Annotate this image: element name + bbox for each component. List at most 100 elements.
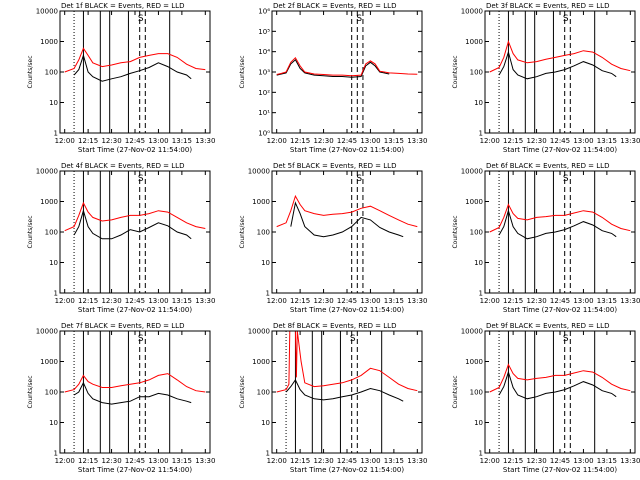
y-tick-label: 10000: [248, 328, 270, 336]
series-events-line: [73, 53, 192, 82]
x-tick-label: 12:00: [267, 137, 287, 145]
x-tick-label: 12:45: [550, 297, 570, 305]
x-tick-label: 12:00: [480, 457, 500, 465]
x-tick-label: 12:45: [550, 457, 570, 465]
y-axis-label: Counts/sec: [239, 375, 246, 408]
y-tick-label: 10000: [461, 8, 483, 16]
panel-title: Det 1f BLACK = Events, RED = LLD: [61, 2, 184, 10]
plot-frame: [59, 330, 211, 454]
y-tick-label: 10: [474, 99, 483, 107]
y-tick-label: 10000: [36, 328, 58, 336]
x-tick-label: 12:00: [267, 297, 287, 305]
y-axis-label: Counts/sec: [27, 215, 34, 248]
plot-frame: [271, 170, 423, 294]
x-axis-label: Start Time (27-Nov-02 11:54:00): [290, 306, 404, 314]
panel-det-1f: Det 1f BLACK = Events, RED = LLD S 1 10 100 1…: [27, 2, 215, 154]
x-tick-label: 13:30: [620, 457, 640, 465]
y-tick-label: 1000: [465, 358, 483, 366]
x-tick-label: 12:00: [55, 137, 75, 145]
y-tick-label: 10: [49, 419, 58, 427]
y-tick-label: 10000: [36, 168, 58, 176]
panel-title: Det 6f BLACK = Events, RED = LLD: [486, 162, 609, 170]
marker-label: S: [563, 334, 569, 344]
x-tick-label: 12:45: [337, 137, 357, 145]
panel-title: Det 4f BLACK = Events, RED = LLD: [61, 162, 184, 170]
y-tick-label: 10: [474, 259, 483, 267]
plot-frame: [271, 10, 423, 134]
y-tick-label: 100: [45, 69, 58, 77]
panel-title: Det 9f BLACK = Events, RED = LLD: [486, 322, 609, 330]
y-tick-label: 10: [474, 419, 483, 427]
marker-label: S: [563, 174, 569, 184]
panel-title: Det 8f BLACK = Events, RED = LLD: [273, 322, 396, 330]
y-tick-label: 10⁵: [258, 28, 270, 36]
panel-title: Det 7f BLACK = Events, RED = LLD: [61, 322, 184, 330]
x-tick-label: 13:15: [597, 297, 617, 305]
panel-det-7f: Det 7f BLACK = Events, RED = LLD S 1 10 100 1…: [27, 322, 215, 474]
x-tick-label: 13:30: [195, 297, 215, 305]
x-tick-label: 13:15: [384, 137, 404, 145]
series-lld-line: [64, 201, 206, 232]
x-tick-label: 12:00: [267, 457, 287, 465]
x-tick-label: 13:30: [407, 457, 427, 465]
panel-title: Det 3f BLACK = Events, RED = LLD: [486, 2, 609, 10]
series-lld-line: [276, 56, 418, 77]
x-tick-label: 12:30: [526, 457, 546, 465]
series-events-line: [498, 208, 617, 240]
x-tick-label: 13:30: [620, 297, 640, 305]
series-events-line: [73, 208, 192, 240]
y-tick-label: 100: [257, 389, 270, 397]
y-tick-label: 10²: [258, 89, 270, 97]
marker-label: S: [350, 334, 356, 344]
y-axis-label: Counts/sec: [452, 215, 459, 248]
y-tick-label: 1: [54, 290, 58, 298]
y-tick-label: 10⁰: [258, 130, 270, 138]
y-tick-label: 10000: [248, 168, 270, 176]
y-tick-label: 10⁴: [258, 48, 270, 56]
x-axis-label: Start Time (27-Nov-02 11:54:00): [503, 146, 617, 154]
marker-label: S: [138, 174, 144, 184]
x-tick-label: 13:30: [407, 137, 427, 145]
x-tick-label: 13:15: [384, 457, 404, 465]
series-lld-line: [489, 363, 631, 393]
x-tick-label: 12:45: [125, 457, 145, 465]
y-tick-label: 10: [261, 419, 270, 427]
series-events-line: [498, 50, 617, 80]
series-lld-line: [276, 330, 418, 393]
series-events-line: [73, 381, 192, 405]
x-tick-label: 12:45: [337, 297, 357, 305]
y-tick-label: 1000: [252, 198, 270, 206]
x-tick-label: 12:00: [480, 137, 500, 145]
x-tick-label: 12:30: [526, 137, 546, 145]
y-tick-label: 10: [49, 99, 58, 107]
x-tick-label: 12:45: [125, 297, 145, 305]
x-tick-label: 12:45: [125, 137, 145, 145]
series-events-line: [290, 201, 404, 238]
x-tick-label: 12:30: [526, 297, 546, 305]
x-tick-label: 13:00: [360, 297, 380, 305]
panel-det-5f: Det 5f BLACK = Events, RED = LLD S 1 10 100 1…: [239, 162, 427, 314]
y-tick-label: 1000: [465, 198, 483, 206]
x-tick-label: 12:30: [313, 137, 333, 145]
marker-label: S: [563, 14, 569, 24]
x-tick-label: 13:00: [148, 137, 168, 145]
y-tick-label: 10000: [461, 328, 483, 336]
x-tick-label: 12:00: [55, 297, 75, 305]
x-tick-label: 13:30: [195, 137, 215, 145]
x-axis-label: Start Time (27-Nov-02 11:54:00): [78, 146, 192, 154]
y-axis-label: Counts/sec: [239, 215, 246, 248]
x-tick-label: 12:15: [503, 137, 523, 145]
plot-frame: [484, 10, 636, 134]
plot-frame: [484, 330, 636, 454]
y-tick-label: 10000: [36, 8, 58, 16]
panel-det-3f: Det 3f BLACK = Events, RED = LLD S 1 10 100 1…: [452, 2, 640, 154]
panel-det-2f: Det 2f BLACK = Events, RED = LLD S 10⁰ 10¹ 1…: [239, 2, 427, 154]
series-lld-line: [489, 39, 631, 73]
x-tick-label: 12:30: [101, 137, 121, 145]
x-tick-label: 13:00: [360, 137, 380, 145]
x-tick-label: 13:15: [597, 457, 617, 465]
y-tick-label: 1: [266, 290, 270, 298]
x-tick-label: 13:15: [384, 297, 404, 305]
y-tick-label: 100: [257, 229, 270, 237]
